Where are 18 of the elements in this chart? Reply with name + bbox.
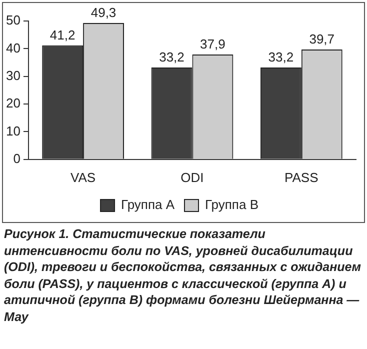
data-label: 41,2 bbox=[50, 27, 76, 42]
text: Рисунок 1. Статистические показатели интенсивности боли по VAS, уровней дисабилитации (ODI), тревоги и беспокойства, связанных с ожиданием боли (PASS), у пациентов с классической (группа А) и атипичной (группа В) формами болезни Шейерманна — Мау bbox=[4, 226, 362, 325]
legend-label: Группа А bbox=[121, 197, 175, 212]
y-tick-label: 20 bbox=[6, 96, 20, 111]
y-tick-label: 0 bbox=[13, 150, 20, 166]
x-tick-label: ODI bbox=[180, 170, 204, 185]
data-label: 49,3 bbox=[90, 5, 116, 20]
y-tick-label: 50 bbox=[6, 12, 20, 28]
y-tick-label: 30 bbox=[6, 68, 20, 83]
y-tick-label: 40 bbox=[6, 40, 20, 56]
data-label: 33,2 bbox=[268, 50, 294, 65]
legend-label: Группа В bbox=[205, 197, 258, 212]
data-label: 33,2 bbox=[159, 50, 184, 65]
x-tick-label: VAS bbox=[70, 170, 96, 185]
y-tick-label: 10 bbox=[6, 123, 20, 138]
data-label: 37,9 bbox=[200, 36, 226, 52]
x-tick-label: PASS bbox=[284, 170, 319, 185]
data-label: 39,7 bbox=[309, 32, 335, 47]
